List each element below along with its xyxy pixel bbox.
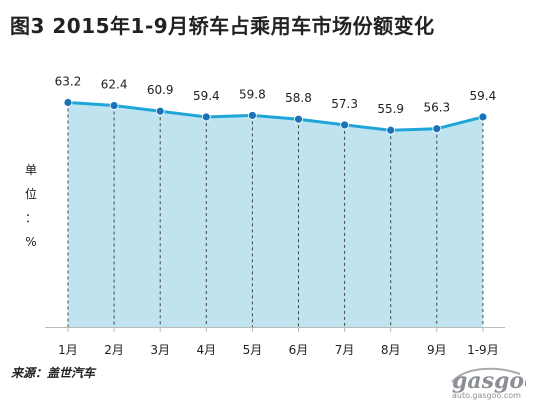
data-label: 55.9 (377, 102, 404, 116)
source-note: 来源：盖世汽车 (11, 366, 96, 380)
chart-title: 图3 2015年1-9月轿车占乘用车市场份额变化 (10, 14, 435, 38)
logo-url: auto.gasgoo.com (452, 391, 521, 400)
x-tick-label: 3月 (150, 343, 170, 357)
area-fill (68, 102, 483, 327)
data-label: 62.4 (101, 78, 128, 92)
logo-wordmark: gasgoo (452, 368, 526, 394)
data-label: 63.2 (55, 75, 82, 89)
data-point (155, 106, 165, 116)
data-label: 56.3 (423, 101, 450, 115)
data-label: 59.8 (239, 87, 266, 101)
data-point (109, 101, 119, 110)
x-tick-label: 6月 (289, 343, 309, 357)
data-point (340, 120, 350, 130)
data-label: 59.4 (193, 89, 220, 103)
gasgoo-logo: gasgoo auto.gasgoo.com (451, 367, 526, 400)
data-point (294, 114, 303, 124)
y-axis-label-char: % (25, 235, 37, 249)
data-label: 59.4 (470, 89, 497, 103)
series-line (67, 101, 484, 132)
data-point (247, 111, 257, 120)
data-label: 57.3 (331, 97, 358, 111)
x-tick-label: 5月 (243, 343, 263, 357)
data-point (201, 112, 211, 122)
data-point (478, 112, 488, 122)
data-point (63, 98, 73, 107)
x-tick-label: 1月 (58, 343, 78, 357)
data-point (432, 124, 442, 134)
y-axis-label-char: ： (24, 211, 37, 225)
x-tick-label: 9月 (427, 343, 447, 357)
data-label: 60.9 (147, 83, 174, 97)
x-tick-label: 7月 (335, 343, 355, 357)
y-axis-label-char: 位 (24, 187, 37, 201)
data-point (386, 125, 396, 135)
y-axis-label-char: 单 (24, 163, 37, 177)
x-tick-label: 8月 (381, 343, 401, 357)
x-tick-label: 2月 (104, 343, 124, 357)
y-axis-label: 单 位 ： % (24, 158, 38, 254)
data-label: 58.8 (285, 91, 312, 105)
x-tick-label: 1-9月 (467, 343, 499, 357)
x-tick-label: 4月 (196, 343, 216, 357)
